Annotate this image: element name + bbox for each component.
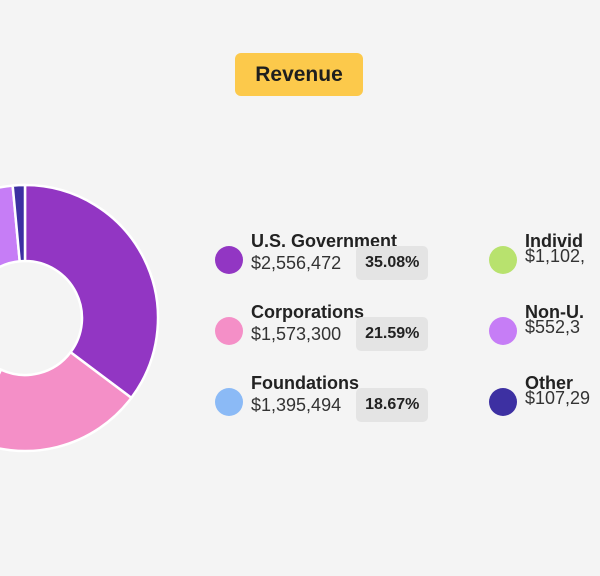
amount: $2,556,472 [251, 252, 342, 273]
legend-dot [215, 246, 243, 274]
amount: $1,102, [525, 246, 586, 266]
legend-label: Non-U. [525, 302, 584, 322]
legend-label: Other [525, 373, 574, 393]
legend-dot [489, 317, 517, 345]
legend-values: $107,29 [525, 388, 590, 409]
legend-values: $1,102, [525, 246, 585, 267]
amount: $1,395,494 [251, 394, 342, 415]
donut-slice [23, 183, 160, 400]
amount: $1,573,300 [251, 323, 342, 344]
legend-values: $1,573,300 21.59% [251, 317, 429, 351]
legend-dot [215, 388, 243, 416]
legend-values: $2,556,472 35.08% [251, 246, 429, 280]
legend-label: Individ [525, 231, 583, 251]
legend-values: $1,395,494 18.67% [251, 388, 429, 422]
legend-label: Corporations [251, 302, 365, 322]
donut-slice [11, 183, 27, 263]
legend-label: Foundations [251, 373, 359, 393]
chart-title: Revenue [235, 53, 363, 96]
percent-badge: 18.67% [356, 388, 429, 422]
legend-dot [489, 246, 517, 274]
legend-dot [489, 388, 517, 416]
percent-badge: 35.08% [356, 246, 429, 280]
legend-dot [215, 317, 243, 345]
donut-slice [0, 350, 134, 453]
amount: $107,29 [525, 388, 591, 408]
donut-slice [0, 367, 3, 375]
amount: $552,3 [525, 317, 581, 337]
legend-values: $552,3 [525, 317, 580, 338]
percent-badge: 21.59% [356, 317, 429, 351]
